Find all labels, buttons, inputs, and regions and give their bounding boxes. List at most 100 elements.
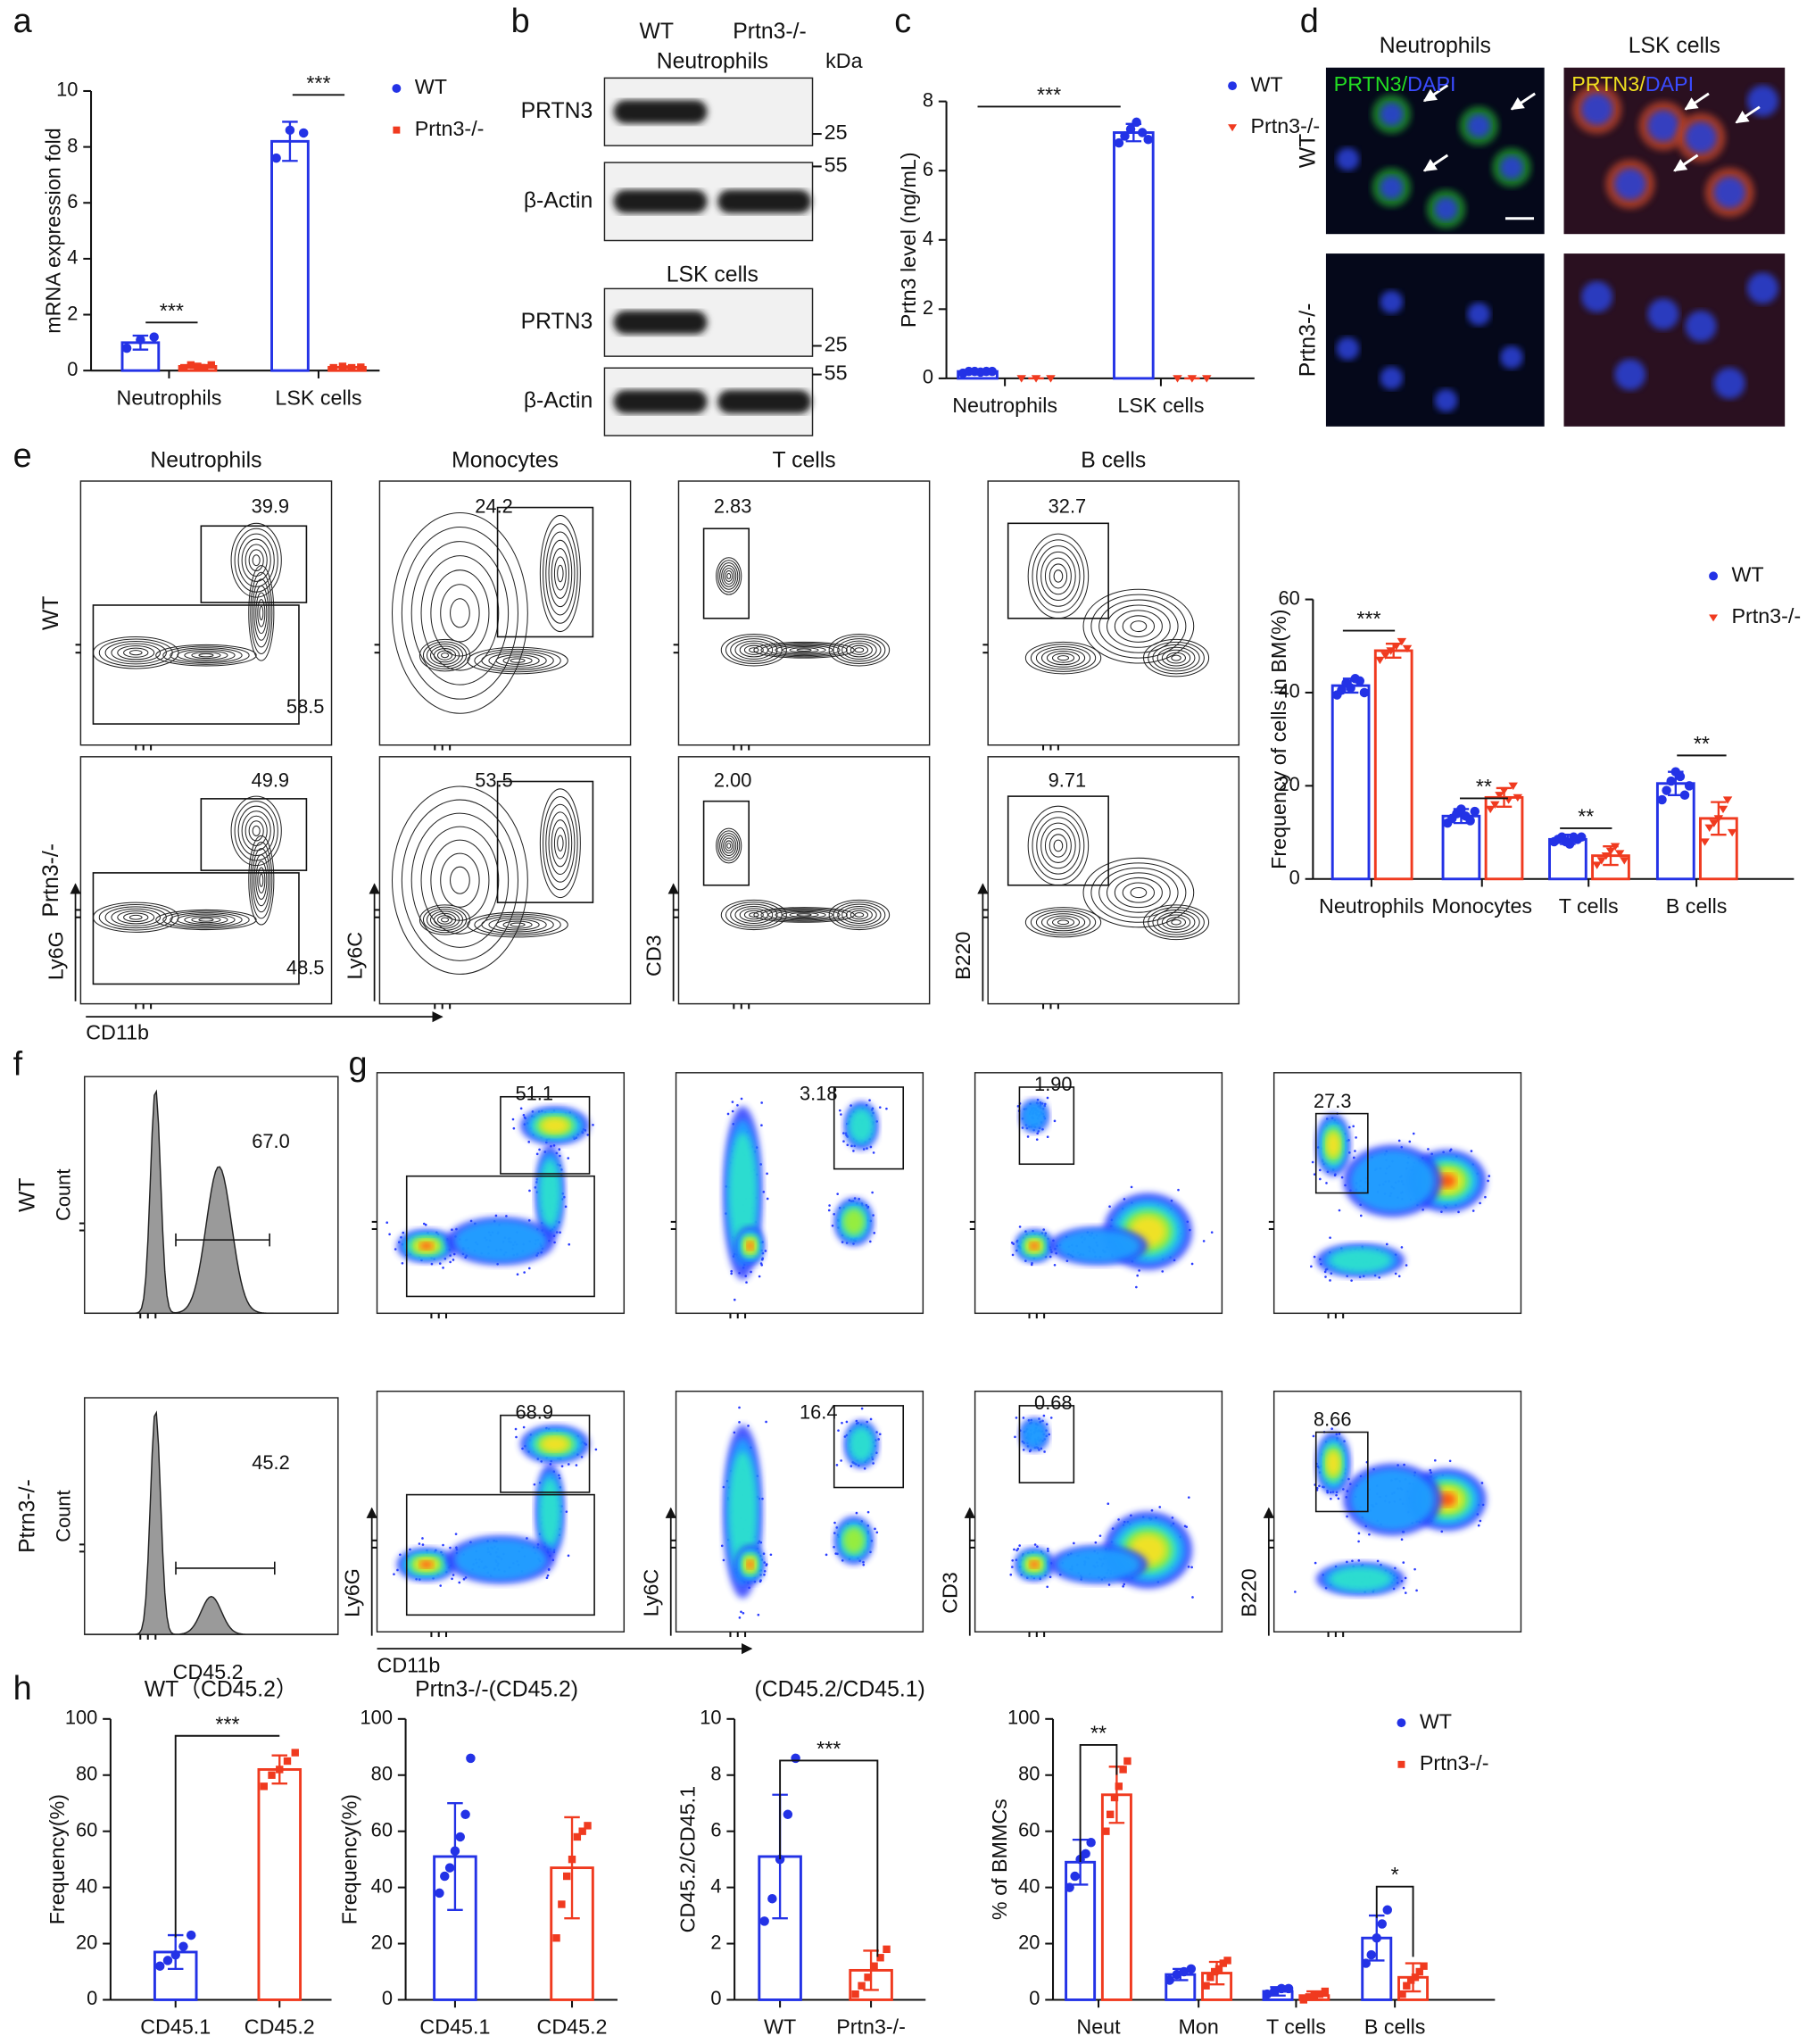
contour bbox=[422, 906, 468, 934]
contour bbox=[789, 647, 819, 653]
contour bbox=[117, 645, 155, 661]
contour bbox=[1171, 654, 1181, 661]
contour bbox=[177, 648, 236, 662]
data-point bbox=[283, 1757, 292, 1766]
nucleus bbox=[1647, 298, 1679, 330]
event-dot bbox=[567, 1554, 570, 1558]
contour bbox=[488, 652, 547, 669]
histogram bbox=[84, 1410, 338, 1635]
event-dot bbox=[763, 1573, 766, 1576]
contour bbox=[775, 644, 833, 655]
event-dot bbox=[1440, 1530, 1444, 1533]
event-dot bbox=[1107, 1583, 1111, 1586]
contour bbox=[796, 913, 812, 917]
event-dot bbox=[833, 1521, 836, 1525]
contour bbox=[170, 647, 243, 664]
data-point bbox=[1219, 1959, 1227, 1967]
panel-label: a bbox=[13, 3, 33, 40]
event-dot bbox=[738, 1406, 741, 1409]
stain-label: PRTN3/DAPI bbox=[1571, 72, 1694, 96]
event-dot bbox=[449, 1546, 452, 1550]
data-point bbox=[285, 125, 295, 136]
data-point bbox=[552, 1934, 560, 1942]
y-tick-label: 4 bbox=[710, 1874, 721, 1897]
contour bbox=[252, 848, 271, 913]
flow-plot bbox=[974, 1072, 1223, 1315]
event-dot bbox=[401, 1261, 404, 1265]
event-dot bbox=[850, 1465, 853, 1467]
event-dot bbox=[458, 1581, 461, 1584]
contour bbox=[391, 785, 528, 975]
contour bbox=[257, 867, 266, 893]
event-dot bbox=[1340, 1176, 1344, 1179]
data-point bbox=[759, 1916, 769, 1926]
data-point bbox=[864, 1973, 872, 1982]
event-dot bbox=[1014, 1435, 1016, 1439]
data-point bbox=[1187, 375, 1198, 383]
contour bbox=[1053, 569, 1064, 583]
x-tick-label: Mon bbox=[1179, 2015, 1219, 2039]
contour bbox=[252, 554, 261, 567]
x-axis-label: CD11b bbox=[86, 1020, 149, 1043]
gate-value: 58.5 bbox=[286, 695, 325, 718]
density bbox=[1029, 1242, 1040, 1250]
blot-marker: 55 bbox=[825, 154, 848, 177]
event-dot bbox=[855, 1511, 858, 1515]
data-point bbox=[121, 343, 132, 353]
nucleus bbox=[1434, 197, 1458, 221]
contour bbox=[545, 803, 576, 883]
event-dot bbox=[522, 1113, 526, 1117]
significance-label: *** bbox=[1356, 607, 1380, 630]
nucleus bbox=[1647, 110, 1679, 142]
y-tick-label: 0 bbox=[1289, 867, 1300, 889]
density bbox=[1021, 1420, 1048, 1450]
gate-value: 16.4 bbox=[800, 1401, 838, 1424]
event-dot bbox=[1402, 1586, 1405, 1590]
event-dot bbox=[1357, 1532, 1361, 1535]
arrow bbox=[1673, 154, 1699, 172]
contour bbox=[1122, 882, 1156, 903]
event-dot bbox=[1484, 1195, 1487, 1199]
nucleus bbox=[1434, 388, 1458, 412]
contour bbox=[1030, 644, 1097, 672]
gate bbox=[833, 1086, 905, 1170]
contour bbox=[426, 643, 464, 668]
event-dot bbox=[1136, 1274, 1140, 1277]
density bbox=[1326, 1451, 1340, 1476]
data-point bbox=[1397, 1760, 1405, 1768]
event-dot bbox=[535, 1152, 539, 1156]
data-point bbox=[1727, 828, 1737, 837]
data-point bbox=[1709, 614, 1719, 622]
event-dot bbox=[833, 1212, 835, 1216]
contour bbox=[1082, 588, 1195, 664]
event-dot bbox=[1098, 1534, 1102, 1537]
data-point bbox=[1165, 1975, 1175, 1985]
contour bbox=[241, 810, 271, 852]
data-point bbox=[1366, 1949, 1376, 1960]
y-axis-label: Count bbox=[53, 1490, 75, 1541]
event-dot bbox=[523, 1271, 526, 1274]
data-point bbox=[154, 1961, 165, 1971]
y-tick-label: 6 bbox=[923, 158, 933, 180]
event-dot bbox=[1408, 1140, 1412, 1143]
contour bbox=[837, 638, 882, 662]
event-dot bbox=[1330, 1427, 1333, 1431]
event-dot bbox=[1330, 1497, 1332, 1500]
data-point bbox=[1415, 1967, 1423, 1976]
event-dot bbox=[731, 1109, 734, 1113]
contour bbox=[730, 903, 778, 926]
contour bbox=[441, 917, 450, 923]
event-dot bbox=[730, 1269, 734, 1273]
event-dot bbox=[1457, 1210, 1460, 1214]
contour bbox=[391, 511, 528, 714]
event-dot bbox=[869, 1417, 873, 1421]
event-dot bbox=[516, 1273, 519, 1276]
event-dot bbox=[836, 1192, 839, 1195]
density bbox=[1326, 1133, 1340, 1158]
event-dot bbox=[1030, 1263, 1033, 1267]
y-tick-label: 0 bbox=[923, 366, 933, 388]
y-tick-label: 100 bbox=[1007, 1707, 1040, 1729]
event-dot bbox=[1122, 1584, 1124, 1588]
contour bbox=[467, 911, 568, 938]
contour bbox=[184, 650, 228, 661]
